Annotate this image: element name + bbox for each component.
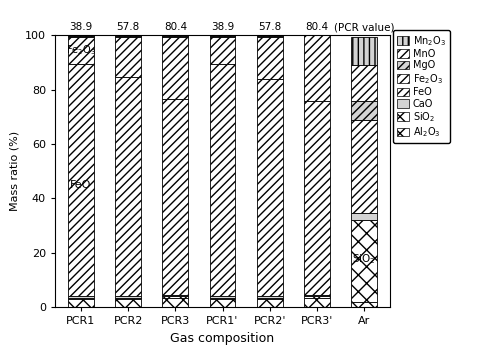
- Text: (PCR value): (PCR value): [334, 22, 394, 32]
- Bar: [256, 79, 282, 296]
- Bar: [115, 296, 141, 298]
- Text: 57.8: 57.8: [116, 22, 140, 32]
- Bar: [115, 77, 141, 296]
- Bar: [162, 298, 188, 307]
- Bar: [351, 37, 377, 65]
- Bar: [304, 101, 330, 295]
- Bar: [115, 37, 141, 77]
- Bar: [68, 36, 94, 37]
- Bar: [68, 64, 94, 296]
- Bar: [256, 299, 282, 307]
- Bar: [115, 299, 141, 307]
- Bar: [351, 120, 377, 213]
- Bar: [351, 302, 377, 307]
- Bar: [115, 298, 141, 299]
- Bar: [256, 296, 282, 298]
- Bar: [210, 298, 236, 299]
- Bar: [68, 299, 94, 307]
- Bar: [210, 296, 236, 298]
- Bar: [256, 37, 282, 79]
- Legend: Mn$_2$O$_3$, MnO, MgO, Fe$_2$O$_3$, FeO, CaO, SiO$_2$, Al$_2$O$_3$: Mn$_2$O$_3$, MnO, MgO, Fe$_2$O$_3$, FeO,…: [394, 30, 450, 143]
- Text: SiO$_2$: SiO$_2$: [352, 253, 376, 267]
- Text: Fe$_2$O$_3$: Fe$_2$O$_3$: [66, 43, 96, 57]
- Text: 38.9: 38.9: [70, 22, 92, 32]
- Bar: [162, 295, 188, 296]
- Bar: [68, 298, 94, 299]
- Text: 38.9: 38.9: [211, 22, 234, 32]
- Bar: [162, 37, 188, 99]
- Bar: [68, 296, 94, 298]
- X-axis label: Gas composition: Gas composition: [170, 332, 274, 345]
- Bar: [210, 37, 236, 64]
- Text: 80.4: 80.4: [306, 22, 328, 32]
- Bar: [210, 64, 236, 296]
- Bar: [304, 33, 330, 34]
- Bar: [256, 36, 282, 37]
- Bar: [162, 99, 188, 295]
- Bar: [304, 34, 330, 101]
- Bar: [115, 36, 141, 37]
- Bar: [351, 65, 377, 101]
- Bar: [256, 298, 282, 299]
- Bar: [351, 101, 377, 120]
- Bar: [68, 37, 94, 64]
- Bar: [351, 213, 377, 220]
- Bar: [304, 295, 330, 296]
- Text: 57.8: 57.8: [258, 22, 281, 32]
- Bar: [210, 299, 236, 307]
- Bar: [304, 296, 330, 298]
- Bar: [304, 298, 330, 307]
- Bar: [351, 220, 377, 302]
- Text: 80.4: 80.4: [164, 22, 187, 32]
- Text: FeO: FeO: [70, 180, 92, 190]
- Y-axis label: Mass ratio (%): Mass ratio (%): [10, 131, 20, 211]
- Bar: [162, 36, 188, 37]
- Bar: [210, 36, 236, 37]
- Bar: [162, 296, 188, 298]
